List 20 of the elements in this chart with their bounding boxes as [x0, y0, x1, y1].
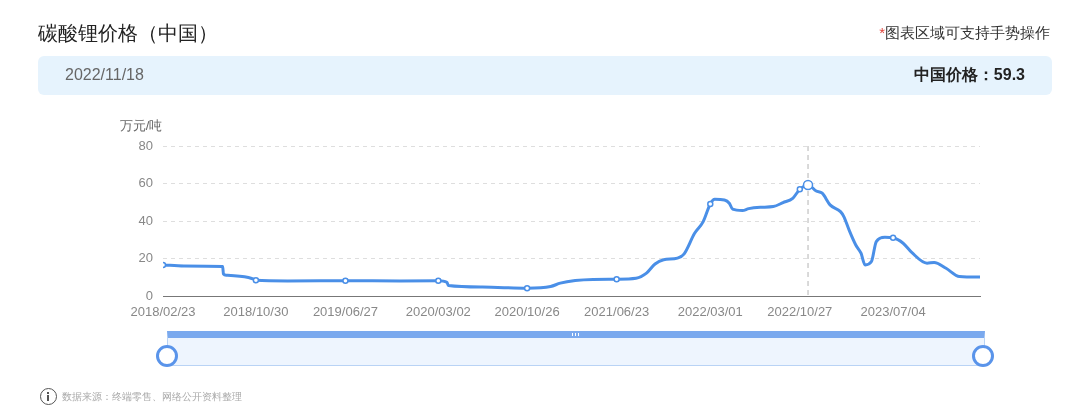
y-tick-label: 0 [145, 288, 153, 304]
x-tick-label: 2022/10/27 [767, 303, 833, 319]
x-tick-label: 2018/10/30 [223, 303, 289, 319]
y-axis-title: 万元/吨 [119, 117, 163, 133]
source-note: 数据来源：终端零售、网络公开资料整理 [62, 390, 242, 403]
chart-title: 碳酸锂价格（中国） [38, 21, 218, 46]
x-tick-label: 2021/06/23 [584, 303, 650, 319]
text: *图表区域可支持手势操作 [879, 24, 1050, 41]
y-tick-label: 80 [138, 137, 153, 153]
x-tick-label: 2022/03/01 [677, 303, 743, 319]
x-tick-label: 2023/07/04 [860, 303, 926, 319]
x-tick-label: 2020/03/02 [405, 303, 471, 319]
x-tick-label: 2019/06/27 [312, 303, 378, 319]
y-tick-label: 60 [138, 175, 153, 191]
text: 中国价格：59.3 [913, 65, 1025, 85]
y-tick-label: 20 [138, 250, 153, 266]
x-tick-label: 2018/02/23 [130, 303, 196, 319]
y-tick-label: 40 [138, 212, 153, 228]
x-tick-label: 2020/10/26 [494, 303, 560, 319]
text: 2022/11/18 [65, 65, 144, 85]
